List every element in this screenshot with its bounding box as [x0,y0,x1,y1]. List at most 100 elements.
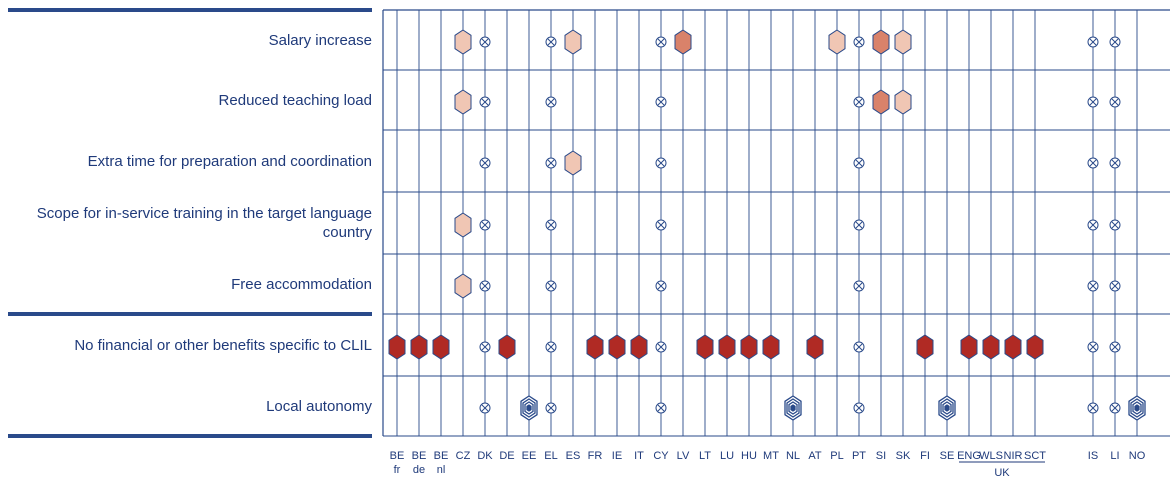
light-benefit-mark [454,212,472,238]
dark-benefit-mark [388,334,406,360]
column-label: PT [852,450,866,462]
dark-benefit-mark [982,334,1000,360]
not-applicable-cross [657,98,665,106]
dark-benefit-mark [410,334,428,360]
not-applicable-cross [481,404,489,412]
row-label-text: Scope for in-service training in the tar… [36,205,372,241]
column-label: BE [390,450,405,462]
light-benefit-mark [454,273,472,299]
not-applicable-cross [481,343,489,351]
row-label: Salary increase [0,10,372,70]
not-applicable-cross [547,38,555,46]
dark-benefit-mark [630,334,648,360]
column-label: LI [1110,450,1119,462]
section-separator [8,434,372,438]
uk-group-label: UK [994,467,1010,479]
dark-benefit-mark [740,334,758,360]
section-separator [8,312,372,316]
not-applicable-cross [855,404,863,412]
row-label-text: Reduced teaching load [218,91,372,109]
not-applicable-cross [657,343,665,351]
dark-benefit-mark [498,334,516,360]
not-applicable-cross [1089,159,1097,167]
not-applicable-cross [547,404,555,412]
row-labels: Salary increase Reduced teaching load Extr… [0,0,380,485]
column-label: SCT [1024,450,1046,462]
column-label: DE [499,450,514,462]
dark-benefit-mark [806,334,824,360]
local-autonomy-mark [790,404,796,412]
column-label: SI [876,450,886,462]
not-applicable-cross [1111,404,1119,412]
dark-benefit-mark [960,334,978,360]
column-label: IS [1088,450,1098,462]
not-applicable-cross [1089,98,1097,106]
column-label: LU [720,450,734,462]
column-label: LT [699,450,711,462]
not-applicable-cross [1089,38,1097,46]
light-benefit-mark [894,89,912,115]
not-applicable-cross [1089,404,1097,412]
not-applicable-cross [547,343,555,351]
not-applicable-cross [547,159,555,167]
not-applicable-cross [1111,343,1119,351]
light-benefit-mark [454,29,472,55]
column-sublabel: nl [437,464,446,476]
not-applicable-cross [481,159,489,167]
column-label: IT [634,450,644,462]
light-benefit-mark [564,150,582,176]
not-applicable-cross [547,221,555,229]
column-label: EE [522,450,537,462]
local-autonomy-mark [526,404,532,412]
medium-benefit-mark [674,29,692,55]
not-applicable-cross [1111,98,1119,106]
column-label: LV [677,450,690,462]
column-sublabel: de [413,464,425,476]
not-applicable-cross [481,221,489,229]
column-label: FR [588,450,603,462]
column-label: WLS [979,450,1003,462]
row-label-text: Local autonomy [266,397,372,415]
column-label: HU [741,450,757,462]
not-applicable-cross [1089,221,1097,229]
not-applicable-cross [547,282,555,290]
row-label: Scope for in-service training in the tar… [0,192,372,254]
column-label: NO [1129,450,1146,462]
not-applicable-cross [1111,38,1119,46]
dark-benefit-mark [916,334,934,360]
medium-benefit-mark [872,29,890,55]
column-label: MT [763,450,779,462]
medium-benefit-mark [872,89,890,115]
column-label: SK [896,450,911,462]
column-label: ENG [957,450,981,462]
not-applicable-cross [481,98,489,106]
row-label-text: Free accommodation [231,275,372,293]
row-label: Extra time for preparation and coordinat… [0,130,372,192]
not-applicable-cross [855,282,863,290]
row-label-text: Extra time for preparation and coordinat… [87,152,372,170]
column-label: PL [830,450,843,462]
dark-benefit-mark [608,334,626,360]
column-label: BE [412,450,427,462]
light-benefit-mark [564,29,582,55]
not-applicable-cross [855,343,863,351]
column-label: DK [477,450,493,462]
light-benefit-mark [828,29,846,55]
not-applicable-cross [657,282,665,290]
row-label: No financial or other benefits specific … [0,314,372,376]
not-applicable-cross [1111,221,1119,229]
dark-benefit-mark [586,334,604,360]
column-label: NL [786,450,800,462]
column-label: BE [434,450,449,462]
row-label-text: Salary increase [268,31,372,49]
column-label: SE [940,450,955,462]
not-applicable-cross [657,159,665,167]
section-separator [8,8,372,12]
dark-benefit-mark [696,334,714,360]
not-applicable-cross [855,221,863,229]
local-autonomy-mark [1134,404,1140,412]
column-label: FI [920,450,930,462]
local-autonomy-mark [944,404,950,412]
row-label: Reduced teaching load [0,70,372,130]
light-benefit-mark [454,89,472,115]
